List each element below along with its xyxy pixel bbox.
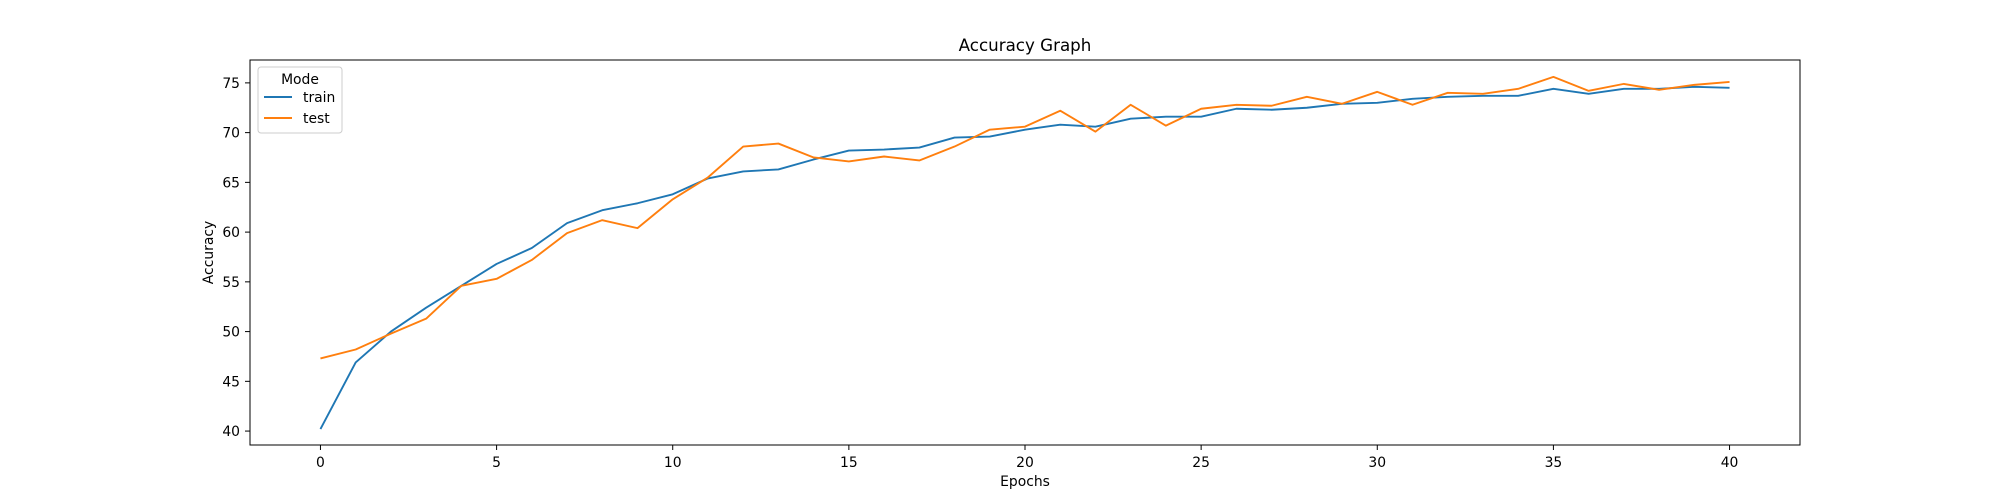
x-tick-label: 30 bbox=[1368, 455, 1386, 471]
y-tick-label: 65 bbox=[222, 175, 240, 191]
series-line-train bbox=[319, 85, 1730, 430]
y-tick-label: 75 bbox=[222, 76, 240, 92]
y-tick-label: 40 bbox=[222, 424, 240, 440]
x-tick-label: 0 bbox=[316, 455, 325, 471]
legend-label-test: test bbox=[303, 111, 330, 127]
x-tick-label: 35 bbox=[1545, 455, 1563, 471]
x-tick-label: 20 bbox=[1016, 455, 1034, 471]
chart-title: Accuracy Graph bbox=[959, 35, 1092, 55]
x-tick-label: 10 bbox=[664, 455, 682, 471]
x-tick-label: 40 bbox=[1721, 455, 1739, 471]
legend-box bbox=[257, 66, 343, 134]
y-tick-label: 60 bbox=[222, 225, 240, 241]
x-tick-label: 5 bbox=[492, 455, 501, 471]
plot-frame bbox=[249, 59, 1801, 446]
x-tick-label: 15 bbox=[840, 455, 858, 471]
x-tick-label: 25 bbox=[1192, 455, 1210, 471]
legend: Mode train test bbox=[257, 66, 343, 134]
series-line-test bbox=[320, 75, 1730, 360]
y-tick-label: 55 bbox=[222, 275, 240, 291]
y-tick-label: 45 bbox=[222, 374, 240, 390]
y-tick-label: 70 bbox=[222, 126, 240, 142]
y-axis-title: Accuracy bbox=[201, 221, 217, 284]
legend-title: Mode bbox=[281, 72, 319, 88]
x-axis-title: Epochs bbox=[1000, 474, 1050, 490]
legend-label-train: train bbox=[303, 90, 335, 106]
y-tick-label: 50 bbox=[222, 325, 240, 341]
